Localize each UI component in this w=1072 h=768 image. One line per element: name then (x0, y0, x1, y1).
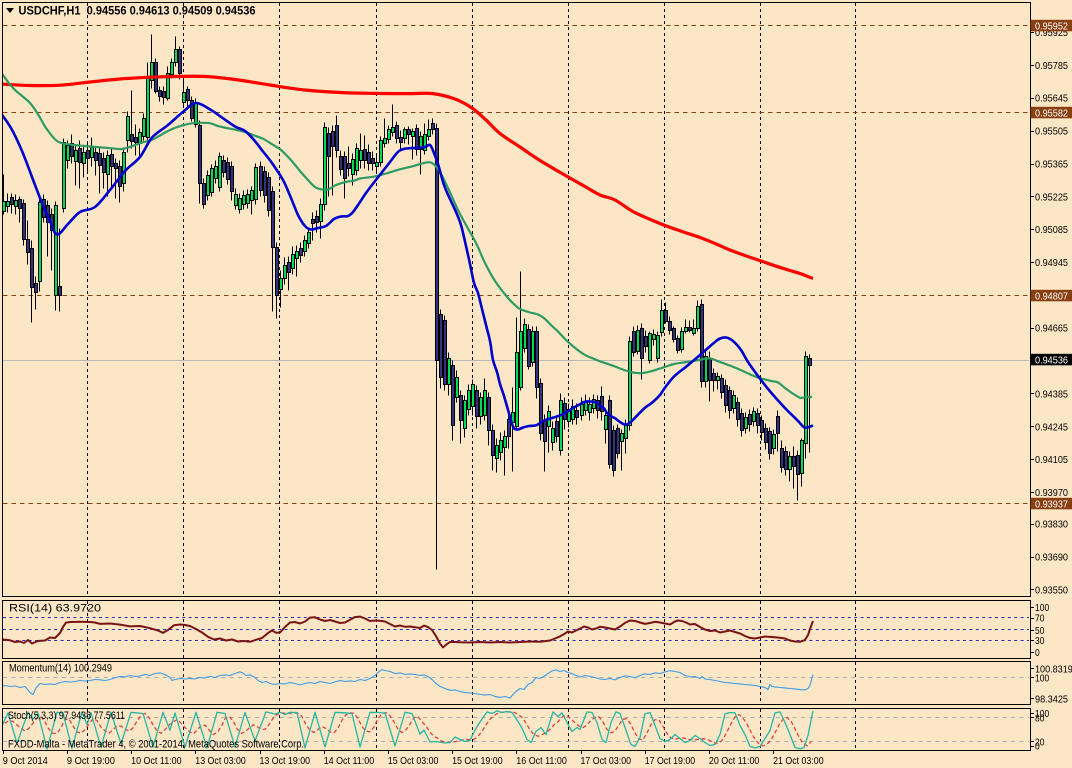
svg-text:0.93830: 0.93830 (1035, 519, 1068, 531)
svg-text:70: 70 (1035, 613, 1045, 625)
svg-text:17 Oct 19:00: 17 Oct 19:00 (645, 755, 696, 767)
svg-text:0.95365: 0.95365 (1035, 159, 1068, 171)
svg-text:0.95582: 0.95582 (1035, 108, 1068, 120)
svg-text:0.94385: 0.94385 (1035, 388, 1068, 400)
svg-text:16 Oct 11:00: 16 Oct 11:00 (516, 755, 567, 767)
svg-text:21 Oct 03:00: 21 Oct 03:00 (773, 755, 824, 767)
svg-text:0.95645: 0.95645 (1035, 93, 1068, 105)
svg-text:0.95505: 0.95505 (1035, 126, 1068, 138)
svg-text:0.95785: 0.95785 (1035, 60, 1068, 72)
svg-text:20 Oct 11:00: 20 Oct 11:00 (709, 755, 760, 767)
svg-text:20: 20 (1035, 736, 1045, 748)
svg-text:13 Oct 19:00: 13 Oct 19:00 (260, 755, 311, 767)
svg-text:10 Oct 11:00: 10 Oct 11:00 (131, 755, 182, 767)
svg-text:0.94105: 0.94105 (1035, 454, 1068, 466)
svg-text:17 Oct 03:00: 17 Oct 03:00 (581, 755, 632, 767)
svg-text:0.93550: 0.93550 (1035, 584, 1068, 596)
svg-text:0: 0 (1035, 647, 1040, 659)
svg-text:0.94665: 0.94665 (1035, 323, 1068, 335)
svg-text:0.93690: 0.93690 (1035, 552, 1068, 564)
svg-text:FXDD-Malta - MetaTrader 4, © 2: FXDD-Malta - MetaTrader 4, © 2001-2014, … (8, 739, 304, 751)
svg-text:0.93937: 0.93937 (1035, 499, 1068, 511)
svg-text:USDCHF,H1 0.94556 0.94613 0.9: USDCHF,H1 0.94556 0.94613 0.94509 0.9453… (19, 6, 256, 18)
svg-text:9 Oct 19:00: 9 Oct 19:00 (67, 755, 115, 767)
svg-text:RSI(14) 63.9720: RSI(14) 63.9720 (9, 603, 101, 615)
svg-text:9 Oct 2014: 9 Oct 2014 (3, 755, 48, 767)
svg-text:100: 100 (1035, 602, 1049, 614)
svg-text:15 Oct 19:00: 15 Oct 19:00 (452, 755, 503, 767)
svg-text:0: 0 (1035, 741, 1040, 753)
svg-text:0.95085: 0.95085 (1035, 224, 1068, 236)
svg-text:100.8319: 100.8319 (1035, 664, 1072, 676)
svg-text:0.93970: 0.93970 (1035, 487, 1068, 499)
svg-text:50: 50 (1035, 625, 1045, 637)
svg-text:0.95225: 0.95225 (1035, 191, 1068, 203)
svg-text:0.94536: 0.94536 (1035, 355, 1068, 367)
svg-text:13 Oct 03:00: 13 Oct 03:00 (195, 755, 246, 767)
svg-text:80: 80 (1035, 712, 1045, 724)
svg-text:0.94807: 0.94807 (1035, 291, 1068, 303)
svg-text:Momentum(14) 100.2949: Momentum(14) 100.2949 (9, 663, 112, 675)
svg-text:Stoch(5,3,3) 97.9438 77.5611: Stoch(5,3,3) 97.9438 77.5611 (8, 710, 125, 722)
svg-text:15 Oct 03:00: 15 Oct 03:00 (388, 755, 439, 767)
svg-text:0.95952: 0.95952 (1035, 21, 1068, 33)
svg-text:100: 100 (1035, 672, 1049, 684)
svg-text:0.94245: 0.94245 (1035, 421, 1068, 433)
svg-text:100: 100 (1035, 708, 1049, 720)
svg-text:14 Oct 11:00: 14 Oct 11:00 (324, 755, 375, 767)
svg-text:98.3425: 98.3425 (1035, 694, 1068, 706)
svg-text:30: 30 (1035, 635, 1045, 647)
svg-text:0.94945: 0.94945 (1035, 257, 1068, 269)
